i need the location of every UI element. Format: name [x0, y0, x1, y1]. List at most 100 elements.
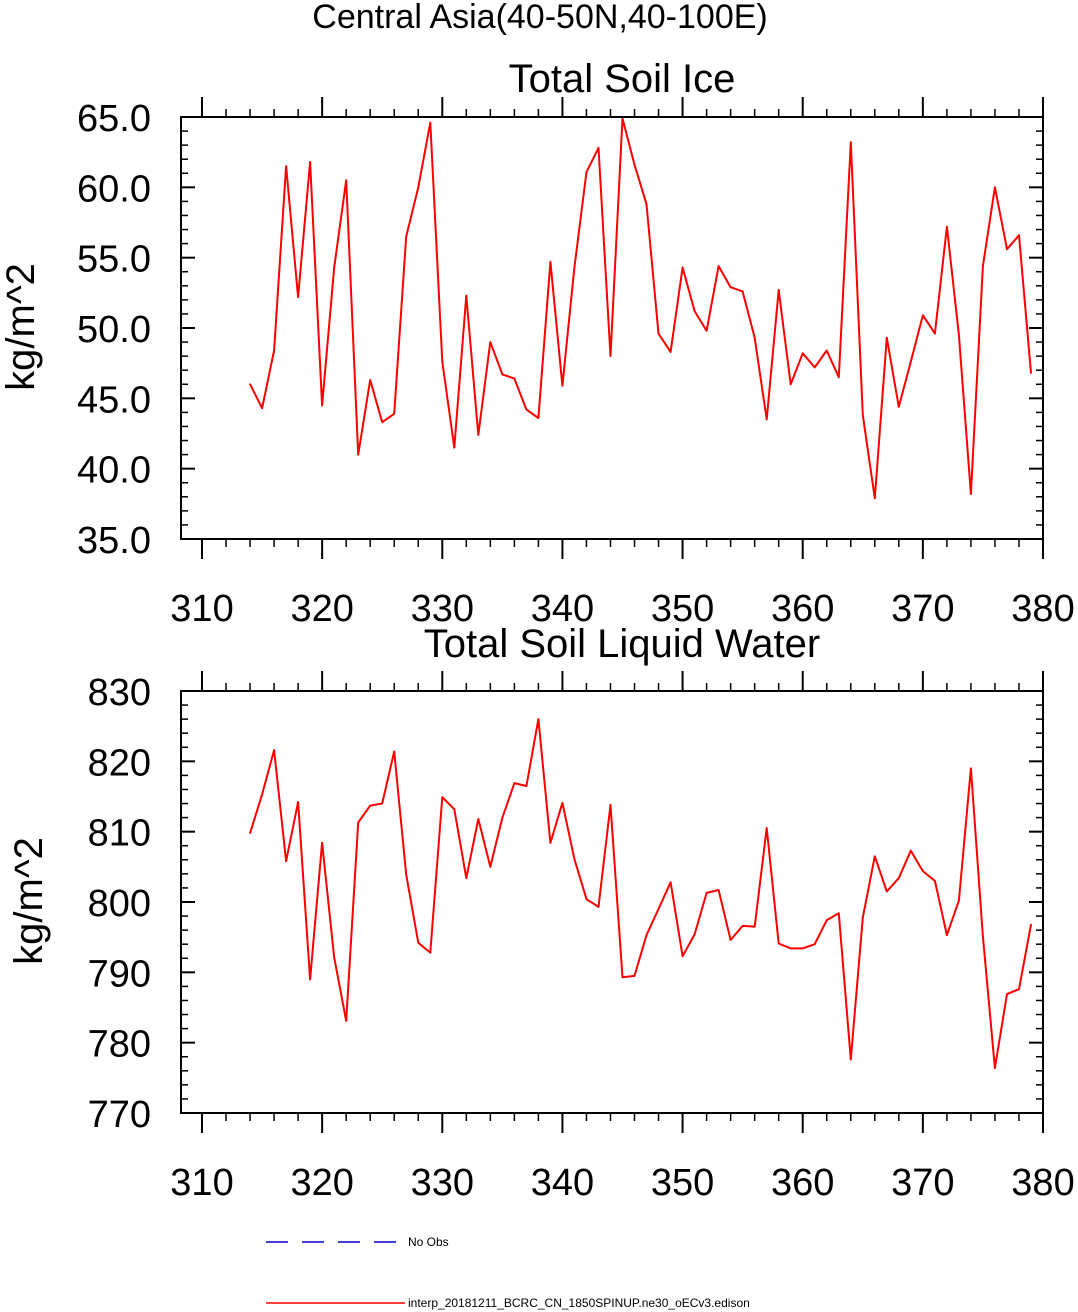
x-tick-label: 320: [290, 1162, 353, 1204]
data-point: [441, 360, 444, 363]
data-point: [429, 951, 432, 954]
data-point: [873, 497, 876, 500]
data-point: [693, 310, 696, 312]
data-point: [934, 880, 936, 882]
data-point: [417, 941, 420, 944]
data-point: [1006, 248, 1008, 251]
data-point: [633, 163, 636, 166]
data-point: [705, 892, 708, 894]
data-point: [717, 265, 720, 267]
data-point: [633, 975, 636, 977]
data-point: [1018, 234, 1020, 237]
y-tick-label: 55.0: [77, 239, 151, 281]
data-point: [321, 842, 323, 844]
panel-total-soil-ice: Total Soil Ice kg/m^2 35.0 40.0 45.0 50.0 55…: [0, 57, 1075, 630]
data-point: [489, 865, 492, 868]
data-point: [946, 934, 948, 936]
data-point: [309, 978, 311, 981]
data-point: [357, 453, 360, 456]
data-point: [765, 418, 768, 421]
y-tick-label: 790: [88, 953, 151, 995]
panel-title: Total Soil Ice: [509, 57, 736, 101]
data-point: [417, 186, 420, 189]
data-point: [393, 412, 396, 415]
series-line: [249, 718, 1032, 1069]
axis-ticks: [181, 671, 1044, 1133]
data-point: [813, 366, 816, 369]
data-point: [261, 407, 263, 410]
x-tick-label: 330: [411, 1162, 474, 1204]
data-point: [429, 121, 432, 124]
data-point: [681, 955, 684, 958]
data-point: [909, 849, 912, 852]
legend: No Obs interp_20181211_BCRC_CN_1850SPINU…: [266, 1235, 750, 1310]
data-point: [741, 290, 744, 293]
data-point: [501, 373, 504, 376]
data-point: [453, 808, 456, 811]
data-point: [537, 718, 540, 720]
series-group: [249, 117, 1032, 500]
x-tick-label: 360: [771, 588, 834, 630]
data-point: [861, 414, 864, 417]
data-point: [801, 352, 804, 355]
data-point: [465, 877, 468, 879]
data-point: [393, 750, 396, 753]
data-point: [982, 935, 984, 938]
data-point: [609, 355, 612, 357]
data-point: [970, 767, 972, 770]
data-point: [994, 1067, 996, 1069]
y-axis-label: kg/m^2: [0, 263, 43, 391]
data-point: [453, 446, 456, 449]
data-point: [357, 821, 360, 824]
data-point: [369, 379, 372, 381]
data-point: [573, 266, 576, 269]
data-point: [934, 332, 936, 335]
x-tick-label: 340: [531, 1162, 594, 1204]
x-tick-label: 350: [651, 588, 714, 630]
data-point: [753, 336, 756, 339]
data-point: [705, 329, 708, 332]
data-point: [909, 360, 912, 363]
data-point: [982, 265, 984, 267]
data-point: [958, 334, 960, 336]
data-point: [897, 405, 900, 408]
y-tick-label: 65.0: [77, 98, 151, 140]
y-tick-label: 770: [88, 1094, 151, 1136]
plot-frame: [180, 116, 1044, 540]
data-point: [597, 147, 600, 149]
data-point: [657, 332, 660, 335]
data-point: [273, 349, 275, 352]
x-tick-label: 310: [170, 1162, 233, 1204]
tick-labels: 770 780 790 800 810 820 830 310 320 330 340 350 360 3…: [88, 672, 1075, 1204]
data-point: [861, 916, 864, 919]
data-point: [837, 376, 840, 379]
panel-total-soil-liquid-water: Total Soil Liquid Water kg/m^2 770 780 790…: [7, 622, 1075, 1204]
data-point: [621, 976, 624, 979]
y-tick-label: 35.0: [77, 520, 151, 562]
data-point: [922, 870, 924, 872]
x-tick-label: 340: [531, 588, 594, 630]
tick-labels: 35.0 40.0 45.0 50.0 55.0 60.0 65.0 310 320 330 340…: [77, 98, 1075, 630]
y-tick-label: 780: [88, 1024, 151, 1066]
x-tick-label: 350: [651, 1162, 714, 1204]
y-axis-label: kg/m^2: [7, 837, 51, 965]
data-point: [897, 877, 900, 879]
data-point: [669, 351, 672, 353]
data-point: [946, 225, 948, 228]
data-point: [585, 898, 588, 901]
y-tick-label: 50.0: [77, 309, 151, 351]
data-point: [777, 942, 780, 945]
data-point: [549, 261, 552, 263]
data-point: [525, 408, 528, 411]
data-point: [717, 889, 720, 891]
data-point: [333, 956, 336, 959]
data-point: [789, 383, 792, 386]
figure-title: Central Asia(40-50N,40-100E): [312, 0, 767, 36]
data-point: [273, 749, 275, 751]
data-point: [549, 842, 552, 844]
y-tick-label: 800: [88, 883, 151, 925]
data-point: [849, 1058, 852, 1061]
data-point: [249, 383, 252, 386]
data-point: [777, 289, 780, 291]
